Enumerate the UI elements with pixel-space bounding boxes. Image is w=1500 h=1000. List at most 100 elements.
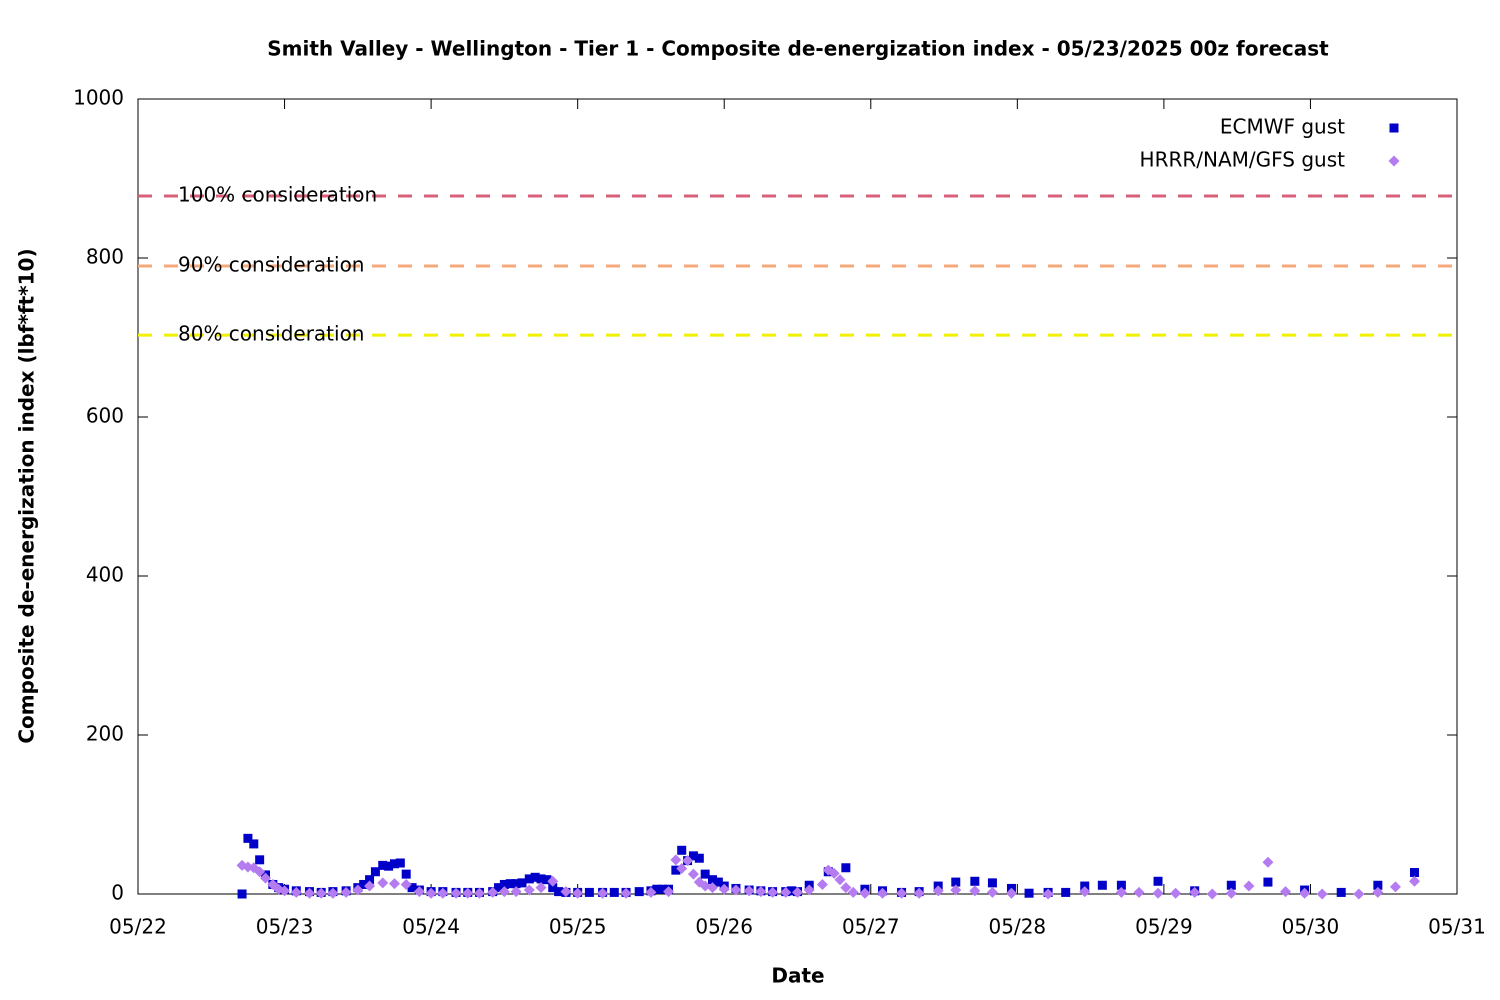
data-point xyxy=(535,882,547,894)
data-point xyxy=(1133,886,1145,898)
data-point xyxy=(395,858,405,868)
data-point xyxy=(658,884,668,894)
data-point xyxy=(840,882,852,894)
data-point xyxy=(498,886,510,898)
x-tick-label: 05/22 xyxy=(109,915,167,939)
x-tick-label: 05/31 xyxy=(1428,915,1486,939)
data-point xyxy=(688,851,698,861)
data-point xyxy=(425,887,437,899)
data-point xyxy=(1042,888,1054,900)
data-point xyxy=(676,863,688,875)
data-point xyxy=(1170,887,1182,899)
data-point xyxy=(816,878,828,890)
chart-title: Smith Valley - Wellington - Tier 1 - Com… xyxy=(267,37,1329,61)
data-point xyxy=(327,887,339,899)
legend-marker xyxy=(1389,123,1399,133)
data-point xyxy=(634,887,644,897)
data-point xyxy=(767,886,779,898)
data-point xyxy=(407,883,417,893)
data-point xyxy=(340,886,352,898)
data-point xyxy=(248,862,260,874)
data-point xyxy=(1097,880,1107,890)
data-point xyxy=(1225,887,1237,899)
data-point xyxy=(743,885,755,897)
data-point xyxy=(1263,877,1273,887)
data-point xyxy=(572,887,584,899)
data-point xyxy=(365,875,375,885)
data-point xyxy=(986,886,998,898)
data-point xyxy=(450,887,462,899)
data-point xyxy=(682,855,694,867)
y-tick-label: 200 xyxy=(86,722,124,746)
data-point xyxy=(670,854,682,866)
data-point xyxy=(260,872,272,884)
data-point xyxy=(413,886,425,898)
data-point xyxy=(1372,886,1384,898)
x-tick-label: 05/30 xyxy=(1282,915,1340,939)
data-point xyxy=(517,878,527,888)
data-point xyxy=(499,879,509,889)
data-point xyxy=(730,884,742,896)
data-point xyxy=(505,879,515,889)
y-tick-label: 400 xyxy=(86,563,124,587)
data-point xyxy=(352,884,364,896)
data-point xyxy=(780,886,792,898)
data-point xyxy=(1336,887,1346,897)
data-point xyxy=(645,886,657,898)
y-tick-label: 600 xyxy=(86,404,124,428)
data-point xyxy=(609,887,619,897)
data-point xyxy=(364,880,376,892)
data-point xyxy=(969,885,981,897)
data-point xyxy=(834,874,846,886)
x-tick-label: 05/23 xyxy=(256,915,314,939)
data-point xyxy=(400,878,412,890)
data-point xyxy=(652,884,662,894)
data-point xyxy=(315,887,327,899)
data-point xyxy=(255,855,265,865)
data-point xyxy=(249,839,259,849)
data-point xyxy=(388,878,400,890)
data-point xyxy=(1189,886,1201,898)
data-point xyxy=(1243,880,1255,892)
x-tick-label: 05/27 xyxy=(842,915,900,939)
data-point xyxy=(687,868,699,880)
x-tick-label: 05/28 xyxy=(989,915,1047,939)
y-axis-label: Composite de-energization index (lbf*ft*… xyxy=(15,248,39,743)
data-point xyxy=(932,885,944,897)
threshold-label: 100% consideration xyxy=(178,182,377,206)
data-point xyxy=(542,875,552,885)
data-point xyxy=(389,859,399,869)
data-point xyxy=(950,884,962,896)
data-point xyxy=(792,886,803,898)
data-point xyxy=(536,874,546,884)
data-point xyxy=(620,887,632,899)
data-point xyxy=(1262,856,1274,868)
data-point xyxy=(1061,887,1071,897)
data-point xyxy=(359,879,369,889)
data-point xyxy=(707,875,717,885)
legend-label: HRRR/NAM/GFS gust xyxy=(1140,148,1346,172)
legend-marker xyxy=(1388,155,1400,167)
data-point xyxy=(718,883,730,895)
data-point xyxy=(584,887,594,897)
data-point xyxy=(1353,888,1365,900)
data-point xyxy=(377,877,389,889)
y-tick-label: 1000 xyxy=(73,86,124,110)
data-point xyxy=(547,875,559,887)
data-point xyxy=(1280,886,1292,898)
data-point xyxy=(859,887,871,899)
data-point xyxy=(1115,886,1127,898)
data-point xyxy=(1024,888,1034,898)
data-point xyxy=(1206,888,1218,900)
data-point xyxy=(841,863,851,873)
data-point xyxy=(554,887,564,897)
data-point xyxy=(1316,888,1328,900)
data-point xyxy=(279,885,291,897)
data-point xyxy=(511,879,521,889)
x-tick-label: 05/25 xyxy=(549,915,607,939)
data-point xyxy=(694,853,704,863)
data-point xyxy=(847,886,859,898)
data-point xyxy=(303,887,315,899)
